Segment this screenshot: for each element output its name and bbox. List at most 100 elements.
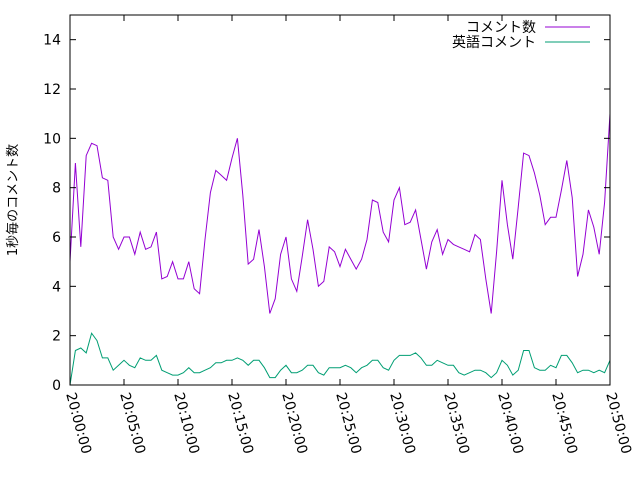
x-tick-label: 20:35:00	[440, 391, 472, 456]
data-point	[361, 259, 362, 260]
data-point	[437, 229, 438, 230]
data-point	[377, 360, 378, 361]
data-point	[183, 278, 184, 279]
data-point	[426, 269, 427, 270]
data-point	[259, 360, 260, 361]
data-point	[453, 365, 454, 366]
data-point	[134, 367, 135, 368]
data-point	[307, 219, 308, 220]
legend-label: 英語コメント	[452, 34, 536, 51]
legend-label: コメント数	[466, 20, 536, 36]
y-tick-label: 14	[43, 33, 61, 49]
data-point	[323, 281, 324, 282]
data-point	[275, 377, 276, 378]
data-point	[237, 357, 238, 358]
data-point	[399, 355, 400, 356]
data-point	[421, 357, 422, 358]
data-point	[442, 254, 443, 255]
data-point	[178, 278, 179, 279]
data-point	[383, 367, 384, 368]
data-point	[534, 172, 535, 173]
data-point	[556, 367, 557, 368]
y-tick-label: 12	[43, 82, 61, 98]
data-point	[577, 276, 578, 277]
data-point	[480, 239, 481, 240]
data-point	[151, 360, 152, 361]
series-layer	[69, 113, 611, 386]
data-point	[539, 370, 540, 371]
data-point	[183, 372, 184, 373]
data-point	[86, 352, 87, 353]
data-point	[215, 170, 216, 171]
data-point	[313, 249, 314, 250]
data-point	[280, 254, 281, 255]
data-point	[340, 367, 341, 368]
data-point	[161, 278, 162, 279]
data-point	[334, 367, 335, 368]
data-point	[194, 372, 195, 373]
series-line	[69, 332, 611, 386]
data-point	[210, 367, 211, 368]
data-point	[583, 254, 584, 255]
data-point	[367, 239, 368, 240]
data-point	[588, 370, 589, 371]
data-point	[350, 367, 351, 368]
data-point	[599, 370, 600, 371]
data-point	[286, 237, 287, 238]
data-point	[496, 251, 497, 252]
data-point	[178, 375, 179, 376]
x-tick-label: 20:25:00	[332, 391, 364, 456]
data-point	[113, 237, 114, 238]
data-point	[383, 232, 384, 233]
data-point	[264, 367, 265, 368]
data-point	[523, 153, 524, 154]
data-point	[205, 239, 206, 240]
data-point	[91, 333, 92, 334]
y-axis-label: 1秒毎のコメント数	[5, 144, 21, 256]
y-tick-label: 4	[52, 279, 61, 295]
data-point	[572, 362, 573, 363]
data-point	[156, 355, 157, 356]
data-point	[140, 232, 141, 233]
data-point	[518, 207, 519, 208]
data-point	[172, 375, 173, 376]
data-point	[529, 155, 530, 156]
data-point	[577, 372, 578, 373]
data-point	[491, 313, 492, 314]
data-point	[296, 372, 297, 373]
data-point	[80, 348, 81, 349]
data-point	[102, 357, 103, 358]
data-point	[134, 254, 135, 255]
data-point	[264, 266, 265, 267]
data-point	[345, 365, 346, 366]
data-point	[113, 370, 114, 371]
data-point	[372, 360, 373, 361]
data-point	[502, 180, 503, 181]
data-point	[539, 195, 540, 196]
data-point	[286, 365, 287, 366]
data-point	[529, 350, 530, 351]
data-point	[269, 313, 270, 314]
data-point	[172, 261, 173, 262]
y-axis: 0 2 4 6 8 10 12 14	[43, 33, 610, 394]
data-point	[431, 365, 432, 366]
data-point	[485, 372, 486, 373]
data-point	[329, 246, 330, 247]
x-tick-label: 20:05:00	[116, 391, 148, 456]
data-point	[269, 377, 270, 378]
data-point	[415, 352, 416, 353]
data-point	[145, 249, 146, 250]
data-point	[475, 234, 476, 235]
data-point	[469, 251, 470, 252]
data-point	[334, 251, 335, 252]
data-point	[280, 370, 281, 371]
data-point	[491, 377, 492, 378]
data-point	[372, 200, 373, 201]
data-point	[242, 360, 243, 361]
data-point	[453, 244, 454, 245]
data-point	[464, 375, 465, 376]
data-point	[604, 372, 605, 373]
data-point	[475, 370, 476, 371]
